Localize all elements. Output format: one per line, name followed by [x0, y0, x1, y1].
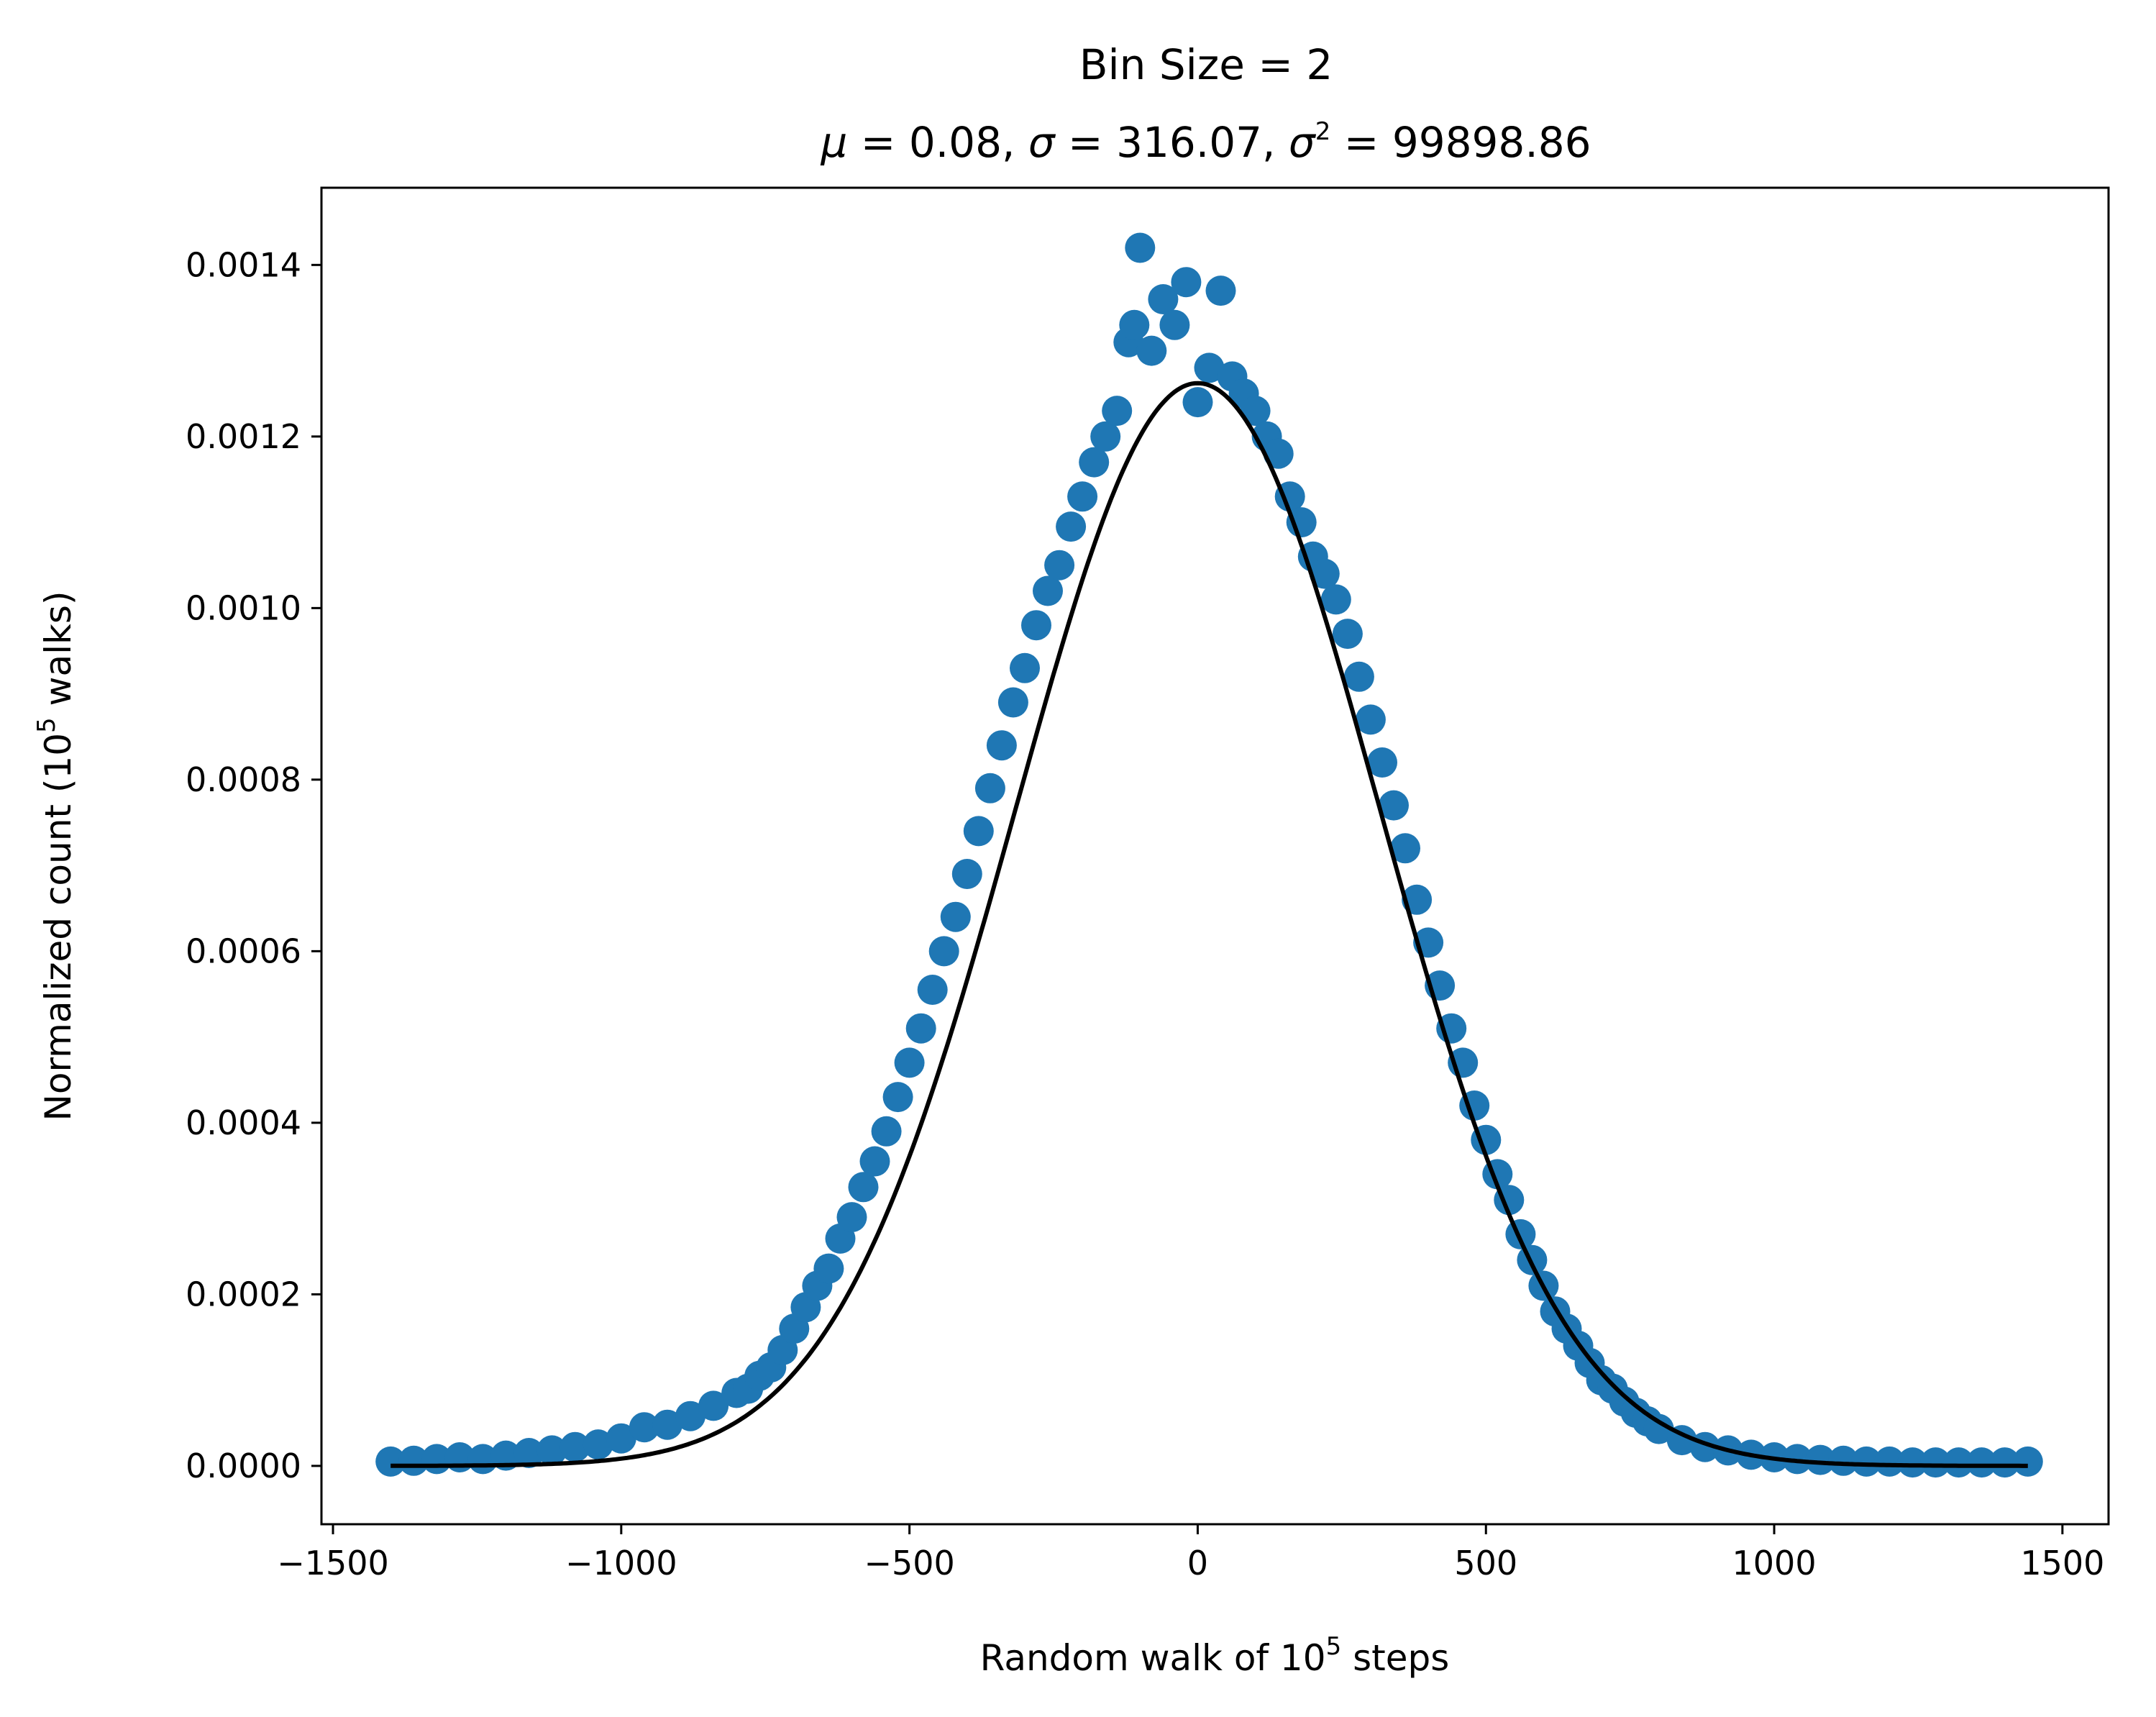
y-tick-label: 0.0014: [186, 245, 301, 284]
scatter-point: [559, 1431, 590, 1462]
scatter-point: [536, 1435, 567, 1466]
y-tick-label: 0.0000: [186, 1447, 301, 1485]
scatter-point: [859, 1146, 890, 1177]
scatter-point: [1379, 790, 1409, 821]
scatter-point: [894, 1047, 925, 1078]
scatter-point: [1148, 284, 1179, 314]
y-tick-label: 0.0012: [186, 417, 301, 456]
scatter-point: [1067, 481, 1098, 512]
scatter-point: [1119, 309, 1150, 340]
scatter-point: [1056, 511, 1087, 542]
chart-subtitle: μ = 0.08, σ = 316.07, σ2 = 99898.86: [820, 117, 1591, 167]
scatter-point: [675, 1401, 705, 1431]
scatter-point: [986, 730, 1017, 761]
scatter-point: [606, 1423, 636, 1454]
mu-value: 0.08: [909, 118, 1002, 167]
y-axis-label: Normalized count (105 walks): [32, 591, 79, 1121]
scatter-point: [1966, 1447, 1997, 1478]
scatter-point: [1874, 1446, 1905, 1477]
scatter-point: [1805, 1444, 1836, 1475]
variance-symbol: σ: [1289, 118, 1317, 167]
scatter-points: [375, 232, 2043, 1478]
scatter-point: [698, 1390, 729, 1421]
x-tick-label: 500: [1454, 1544, 1517, 1582]
scatter-point: [1851, 1446, 1882, 1477]
scatter-point: [1643, 1413, 1674, 1444]
scatter-point: [882, 1082, 913, 1113]
x-tick-label: 1500: [2020, 1544, 2104, 1582]
scatter-point: [1367, 747, 1397, 778]
scatter-point: [917, 975, 948, 1005]
scatter-point: [871, 1116, 902, 1147]
scatter-point: [513, 1438, 544, 1468]
scatter-point: [583, 1429, 613, 1460]
scatter-point: [2012, 1446, 2043, 1477]
scatter-point: [1920, 1447, 1951, 1478]
scatter-point: [1090, 421, 1121, 452]
scatter-point: [1079, 447, 1110, 478]
y-tick-label: 0.0008: [186, 760, 301, 799]
scatter-point: [974, 773, 1005, 803]
scatter-point: [1343, 661, 1374, 692]
scatter-point: [928, 936, 959, 967]
scatter-point: [997, 687, 1028, 718]
scatter-point: [1182, 387, 1213, 418]
scatter-point: [1897, 1447, 1928, 1478]
scatter-point: [951, 859, 982, 889]
y-tick-label: 0.0004: [186, 1103, 301, 1142]
scatter-point: [905, 1013, 936, 1044]
scatter-point: [848, 1172, 879, 1203]
sigma-symbol: σ: [1028, 118, 1056, 167]
scatter-point: [1943, 1447, 1974, 1478]
x-tick-label: −1000: [565, 1544, 677, 1582]
scatter-point: [398, 1445, 429, 1476]
sigma-value: 316.07: [1116, 118, 1262, 167]
scatter-point: [1263, 438, 1294, 469]
scatter-point: [1332, 619, 1363, 650]
x-axis: −1500 −1000 −500 0 500 1000 1500: [277, 1524, 2104, 1582]
scatter-point: [1355, 704, 1386, 735]
scatter-point: [1021, 610, 1051, 641]
variance-value: 99898.86: [1392, 118, 1591, 167]
x-axis-label: Random walk of 105 steps: [980, 1632, 1450, 1679]
scatter-point: [375, 1446, 406, 1477]
scatter-point: [652, 1409, 682, 1440]
scatter-point: [963, 816, 994, 847]
y-tick-label: 0.0002: [186, 1275, 301, 1313]
scatter-point: [1309, 558, 1340, 589]
plot-frame: [320, 186, 2110, 1526]
scatter-point: [940, 901, 971, 932]
scatter-point: [1205, 275, 1236, 306]
scatter-point: [1828, 1445, 1859, 1476]
y-axis: 0.0000 0.0002 0.0004 0.0006 0.0008 0.0010 0.00…: [186, 245, 321, 1485]
x-tick-label: −1500: [277, 1544, 389, 1582]
scatter-point: [1010, 652, 1040, 683]
scatter-point: [1125, 232, 1156, 263]
scatter-point: [836, 1202, 867, 1233]
scatter-point: [1989, 1447, 2020, 1478]
x-tick-label: −500: [864, 1544, 954, 1582]
chart-title: Bin Size = 2: [1079, 40, 1333, 89]
gaussian-fit-line: [390, 381, 2028, 1468]
scatter-point: [1171, 267, 1202, 298]
scatter-point: [1044, 550, 1075, 580]
x-tick-label: 0: [1187, 1544, 1208, 1582]
x-tick-label: 1000: [1732, 1544, 1817, 1582]
y-tick-label: 0.0006: [186, 932, 301, 970]
scatter-point: [1136, 335, 1167, 366]
scatter-point: [1240, 396, 1271, 427]
scatter-point: [1320, 584, 1351, 615]
scatter-point: [1194, 352, 1225, 383]
scatter-point: [1159, 309, 1190, 340]
scatter-point: [629, 1412, 659, 1443]
y-tick-label: 0.0010: [186, 588, 301, 627]
scatter-point: [1390, 833, 1420, 864]
variance-exponent: 2: [1315, 117, 1331, 146]
scatter-point: [813, 1253, 844, 1284]
scatter-point: [1102, 396, 1133, 427]
scatter-point: [1033, 575, 1063, 606]
mu-symbol: μ: [820, 118, 847, 167]
